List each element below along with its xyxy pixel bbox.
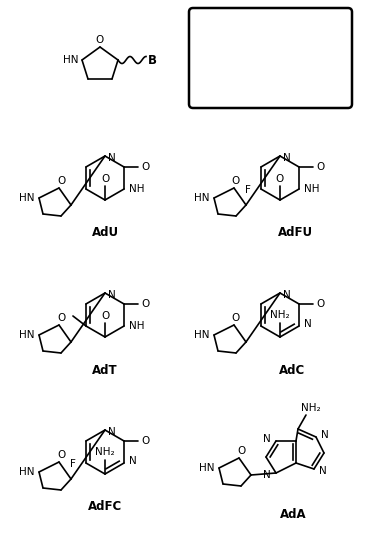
Text: Cytosine: Cytosine	[205, 68, 253, 78]
Text: N: N	[283, 153, 291, 163]
Text: N: N	[108, 153, 116, 163]
Text: HN: HN	[63, 55, 79, 65]
Text: F: F	[70, 459, 76, 469]
Text: O: O	[141, 299, 149, 309]
Text: Uracil: Uracil	[205, 36, 237, 46]
Text: N: N	[108, 427, 116, 437]
Text: O: O	[57, 176, 65, 186]
Text: HN: HN	[19, 330, 35, 340]
Text: O: O	[57, 450, 65, 460]
Text: N: N	[263, 434, 271, 444]
Text: O: O	[237, 446, 245, 456]
Text: HN: HN	[194, 330, 210, 340]
Text: F: F	[245, 185, 251, 195]
Text: AdFU: AdFU	[277, 227, 313, 240]
Text: NH₂: NH₂	[301, 403, 321, 413]
Text: B: B	[147, 54, 156, 67]
Text: N: N	[283, 290, 291, 300]
Text: NH: NH	[304, 184, 320, 194]
Text: AdFC: AdFC	[88, 501, 122, 513]
Text: O: O	[141, 162, 149, 172]
Text: N: N	[129, 456, 137, 466]
Text: NH: NH	[129, 184, 145, 194]
Text: N: N	[321, 430, 329, 440]
Text: Thymine: Thymine	[205, 52, 253, 62]
Text: B: B	[205, 20, 213, 30]
Text: HN: HN	[199, 463, 215, 473]
Text: AdA: AdA	[280, 508, 306, 521]
Text: O: O	[96, 35, 104, 45]
Text: O: O	[232, 313, 240, 323]
Text: N: N	[304, 319, 312, 329]
Text: AdT: AdT	[92, 364, 118, 377]
Text: O: O	[316, 299, 324, 309]
Text: HN: HN	[194, 193, 210, 203]
Text: O: O	[276, 174, 284, 184]
Text: NH: NH	[129, 321, 145, 331]
Text: NH₂: NH₂	[270, 310, 290, 320]
Text: N: N	[263, 470, 271, 480]
Text: O: O	[141, 436, 149, 446]
Text: N: N	[108, 290, 116, 300]
Text: O: O	[232, 176, 240, 186]
Text: O: O	[57, 313, 65, 323]
Text: HN: HN	[19, 467, 35, 477]
Text: HN: HN	[19, 193, 35, 203]
Text: Adenine: Adenine	[205, 84, 251, 94]
Text: NH₂: NH₂	[95, 447, 115, 457]
Text: O: O	[316, 162, 324, 172]
Text: N: N	[319, 466, 327, 476]
Text: O: O	[101, 174, 109, 184]
Text: AdU: AdU	[92, 227, 118, 240]
FancyBboxPatch shape	[189, 8, 352, 108]
Text: O: O	[101, 311, 109, 321]
Text: AdC: AdC	[279, 364, 305, 377]
